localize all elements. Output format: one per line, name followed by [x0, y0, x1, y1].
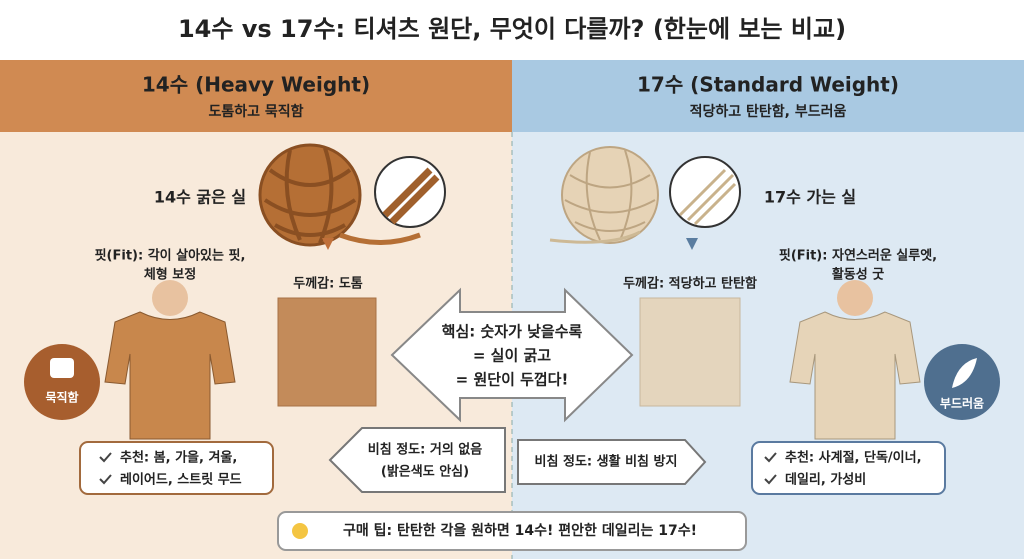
arrow-down [686, 238, 698, 250]
thin-strand [678, 168, 737, 226]
center-text: = 원단이 두껍다! [456, 371, 569, 389]
fabric-swatch-thin [639, 297, 741, 407]
sheer-box-right [517, 439, 707, 485]
center-double-arrow [390, 287, 634, 423]
feather-icon [952, 358, 977, 388]
fit-text: 핏(Fit): 각이 살아있는 핏, [95, 248, 246, 264]
sheer-text: 비침 정도: 거의 없음 [368, 442, 482, 458]
yarn-ball-thick [258, 143, 362, 247]
shirt-heavy [104, 311, 236, 440]
recommend-text: 레이어드, 스트릿 무드 [120, 472, 242, 488]
yarn-label: 17수 가는 실 [764, 188, 856, 207]
left-header-band [0, 60, 512, 132]
recommend-text: 데일리, 가성비 [785, 472, 866, 488]
weight-icon [50, 358, 74, 378]
recommend-text: 추천: 봄, 가을, 겨울, [120, 450, 237, 466]
right-subtitle: 적당하고 탄탄함, 부드러움 [690, 103, 847, 120]
fit-text: 활동성 굿 [832, 267, 884, 283]
sheer-text: (밝은색도 안심) [381, 464, 469, 480]
fit-text: 체형 보정 [144, 267, 196, 283]
fabric-swatch-thick [277, 297, 377, 407]
yarn-strands [263, 147, 357, 244]
yarn-tail [339, 232, 421, 245]
thick-strand [382, 167, 440, 225]
check-icons [99, 452, 777, 485]
thickness-label: 두께감: 적당하고 탄탄함 [623, 276, 757, 292]
head [152, 280, 188, 316]
head [837, 280, 873, 316]
badge-heavy [24, 344, 100, 420]
recommend-box-left [79, 441, 274, 495]
shirt-standard [789, 311, 921, 440]
right-header: 17수 (Standard Weight) [637, 73, 899, 97]
tip-text: 구매 팁: 탄탄한 각을 원하면 14수! 편안한 데일리는 17수! [343, 522, 697, 539]
right-header-band [512, 60, 1024, 132]
yarn-label: 14수 굵은 실 [154, 188, 246, 207]
tip-box [277, 511, 747, 551]
yarn-tail [549, 230, 641, 244]
recommend-text: 추천: 사계절, 단독/이너, [785, 450, 922, 466]
bulb-icon [292, 523, 308, 539]
center-text: = 실이 굵고 [473, 347, 551, 365]
left-subtitle: 도톰하고 묵직함 [208, 103, 303, 120]
thickness-label: 두께감: 도톰 [293, 276, 363, 292]
left-header: 14수 (Heavy Weight) [142, 73, 370, 97]
fit-text: 핏(Fit): 자연스러운 실루엣, [779, 248, 937, 264]
badge-label: 묵직함 [45, 390, 78, 405]
sheer-text: 비침 정도: 생활 비침 방지 [535, 454, 678, 470]
title: 14수 vs 17수: 티셔츠 원단, 무엇이 다를까? (한눈에 보는 비교) [178, 15, 846, 43]
recommend-box-right [751, 441, 946, 495]
yarn-ball-thin [561, 146, 659, 244]
center-text: 핵심: 숫자가 낮을수록 [442, 323, 583, 341]
yarn-strands [564, 149, 656, 241]
badge-label: 부드러움 [940, 396, 984, 411]
arrow-down [322, 238, 334, 250]
sheer-box-left [328, 427, 506, 493]
